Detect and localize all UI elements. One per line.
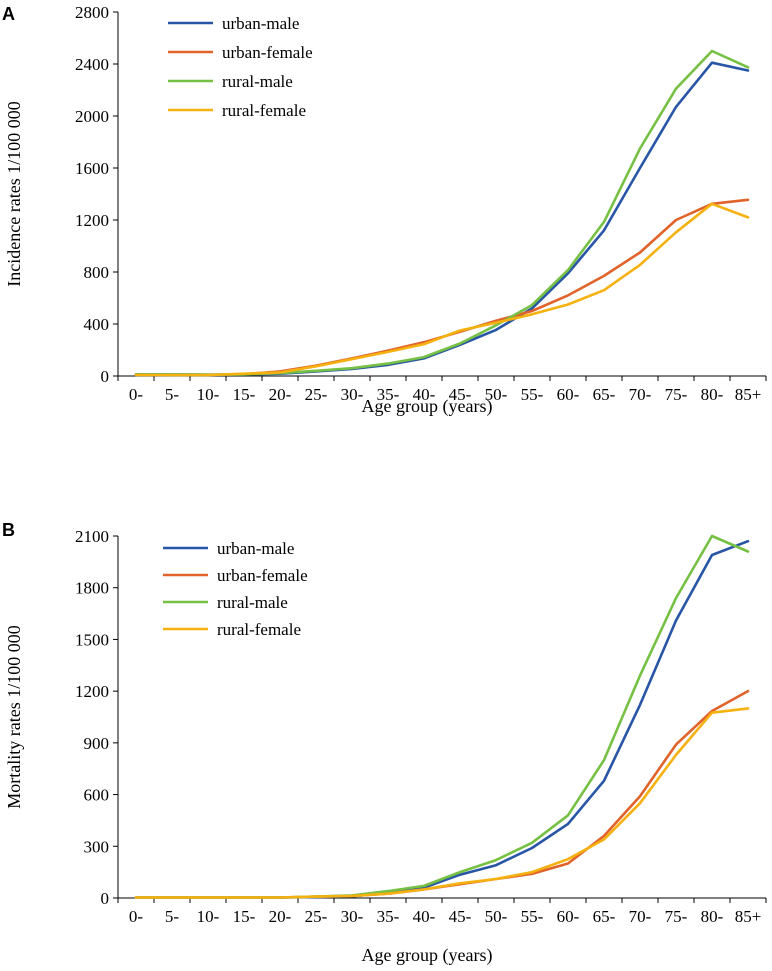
x-tick-label: 55- [521, 907, 544, 926]
x-tick-label: 20- [269, 385, 292, 404]
y-tick-label: 300 [84, 837, 110, 856]
x-tick-label: 30- [341, 385, 364, 404]
legend-label: urban-female [217, 566, 308, 585]
x-tick-label: 70- [629, 385, 652, 404]
x-tick-label: 15- [233, 385, 256, 404]
x-tick-label: 60- [557, 907, 580, 926]
y-tick-label: 1500 [75, 630, 109, 649]
x-tick-label: 35- [377, 385, 400, 404]
y-tick-label: 1600 [75, 159, 109, 178]
x-tick-label: 5- [165, 907, 180, 926]
x-tick-label: 70- [629, 907, 652, 926]
incidence-chart: 0 400 800 1200 1600 2000 2400 2800 0- 5- 10- 15- 20-… [4, 3, 767, 417]
x-tick-label: 25- [305, 385, 328, 404]
y-tick-label: 1200 [75, 682, 109, 701]
mortality-chart: 0 300 600 900 1200 1500 1800 2100 0- 5- 10- 15- 20- 2… [4, 527, 767, 966]
x-tick-label: 65- [593, 385, 616, 404]
x-tick-label: 50- [485, 907, 508, 926]
legend-label: urban-male [217, 539, 294, 558]
y-tick-label: 600 [84, 786, 110, 805]
x-tick-label: 85+ [735, 907, 762, 926]
x-tick-label: 60- [557, 385, 580, 404]
legend-label: rural-female [217, 620, 301, 639]
legend-label: rural-male [222, 72, 293, 91]
y-tick-label: 400 [84, 315, 110, 334]
x-tick-label: 0- [129, 907, 144, 926]
x-tick-label: 15- [233, 907, 256, 926]
legend-label: rural-female [222, 101, 306, 120]
x-tick-label: 35- [377, 907, 400, 926]
x-tick-label: 40- [413, 907, 436, 926]
x-tick-label: 65- [593, 907, 616, 926]
x-tick-label: 75- [665, 907, 688, 926]
legend-label: urban-female [222, 43, 313, 62]
series-line-rural-male [134, 534, 750, 899]
y-tick-label: 2400 [75, 55, 109, 74]
legend: urban-male urban-female rural-male rural-fe… [168, 14, 313, 120]
y-tick-label: 0 [101, 367, 110, 386]
x-axis-title: Age group (years) [362, 396, 493, 417]
x-tick-label: 20- [269, 907, 292, 926]
panel-a-letter: A [2, 4, 15, 24]
x-tick-label: 40- [413, 385, 436, 404]
x-tick-label: 0- [129, 385, 144, 404]
x-tick-label: 80- [701, 385, 724, 404]
x-tick-label: 75- [665, 385, 688, 404]
x-tick-label: 50- [485, 385, 508, 404]
series-line-urban-female [134, 689, 750, 899]
series-line-rural-female [134, 707, 750, 899]
legend: urban-male urban-female rural-male rural-fe… [163, 539, 308, 639]
x-tick-label: 80- [701, 907, 724, 926]
y-tick-label: 0 [101, 889, 110, 908]
series-line-rural-male [134, 49, 750, 377]
x-tick-label: 55- [521, 385, 544, 404]
y-axis-title: Mortality rates 1/100 000 [4, 625, 24, 808]
legend-label: urban-male [222, 14, 299, 33]
series-line-urban-female [134, 198, 750, 377]
y-axis-title: Incidence rates 1/100 000 [4, 101, 24, 286]
y-tick-label: 1200 [75, 211, 109, 230]
series-line-rural-female [134, 202, 750, 377]
x-tick-label: 45- [449, 907, 472, 926]
y-tick-label: 1800 [75, 579, 109, 598]
x-tick-label: 5- [165, 385, 180, 404]
legend-label: rural-male [217, 593, 288, 612]
y-tick-label: 2100 [75, 527, 109, 546]
y-tick-label: 2800 [75, 3, 109, 22]
x-axis-title: Age group (years) [362, 945, 493, 966]
x-tick-label: 10- [197, 385, 220, 404]
x-tick-label: 10- [197, 907, 220, 926]
panel-b-letter: B [2, 520, 15, 540]
x-tick-label: 25- [305, 907, 328, 926]
x-tick-label: 85+ [735, 385, 762, 404]
y-tick-label: 900 [84, 734, 110, 753]
x-tick-label: 45- [449, 385, 472, 404]
x-tick-label: 30- [341, 907, 364, 926]
y-tick-label: 2000 [75, 107, 109, 126]
y-tick-label: 800 [84, 263, 110, 282]
